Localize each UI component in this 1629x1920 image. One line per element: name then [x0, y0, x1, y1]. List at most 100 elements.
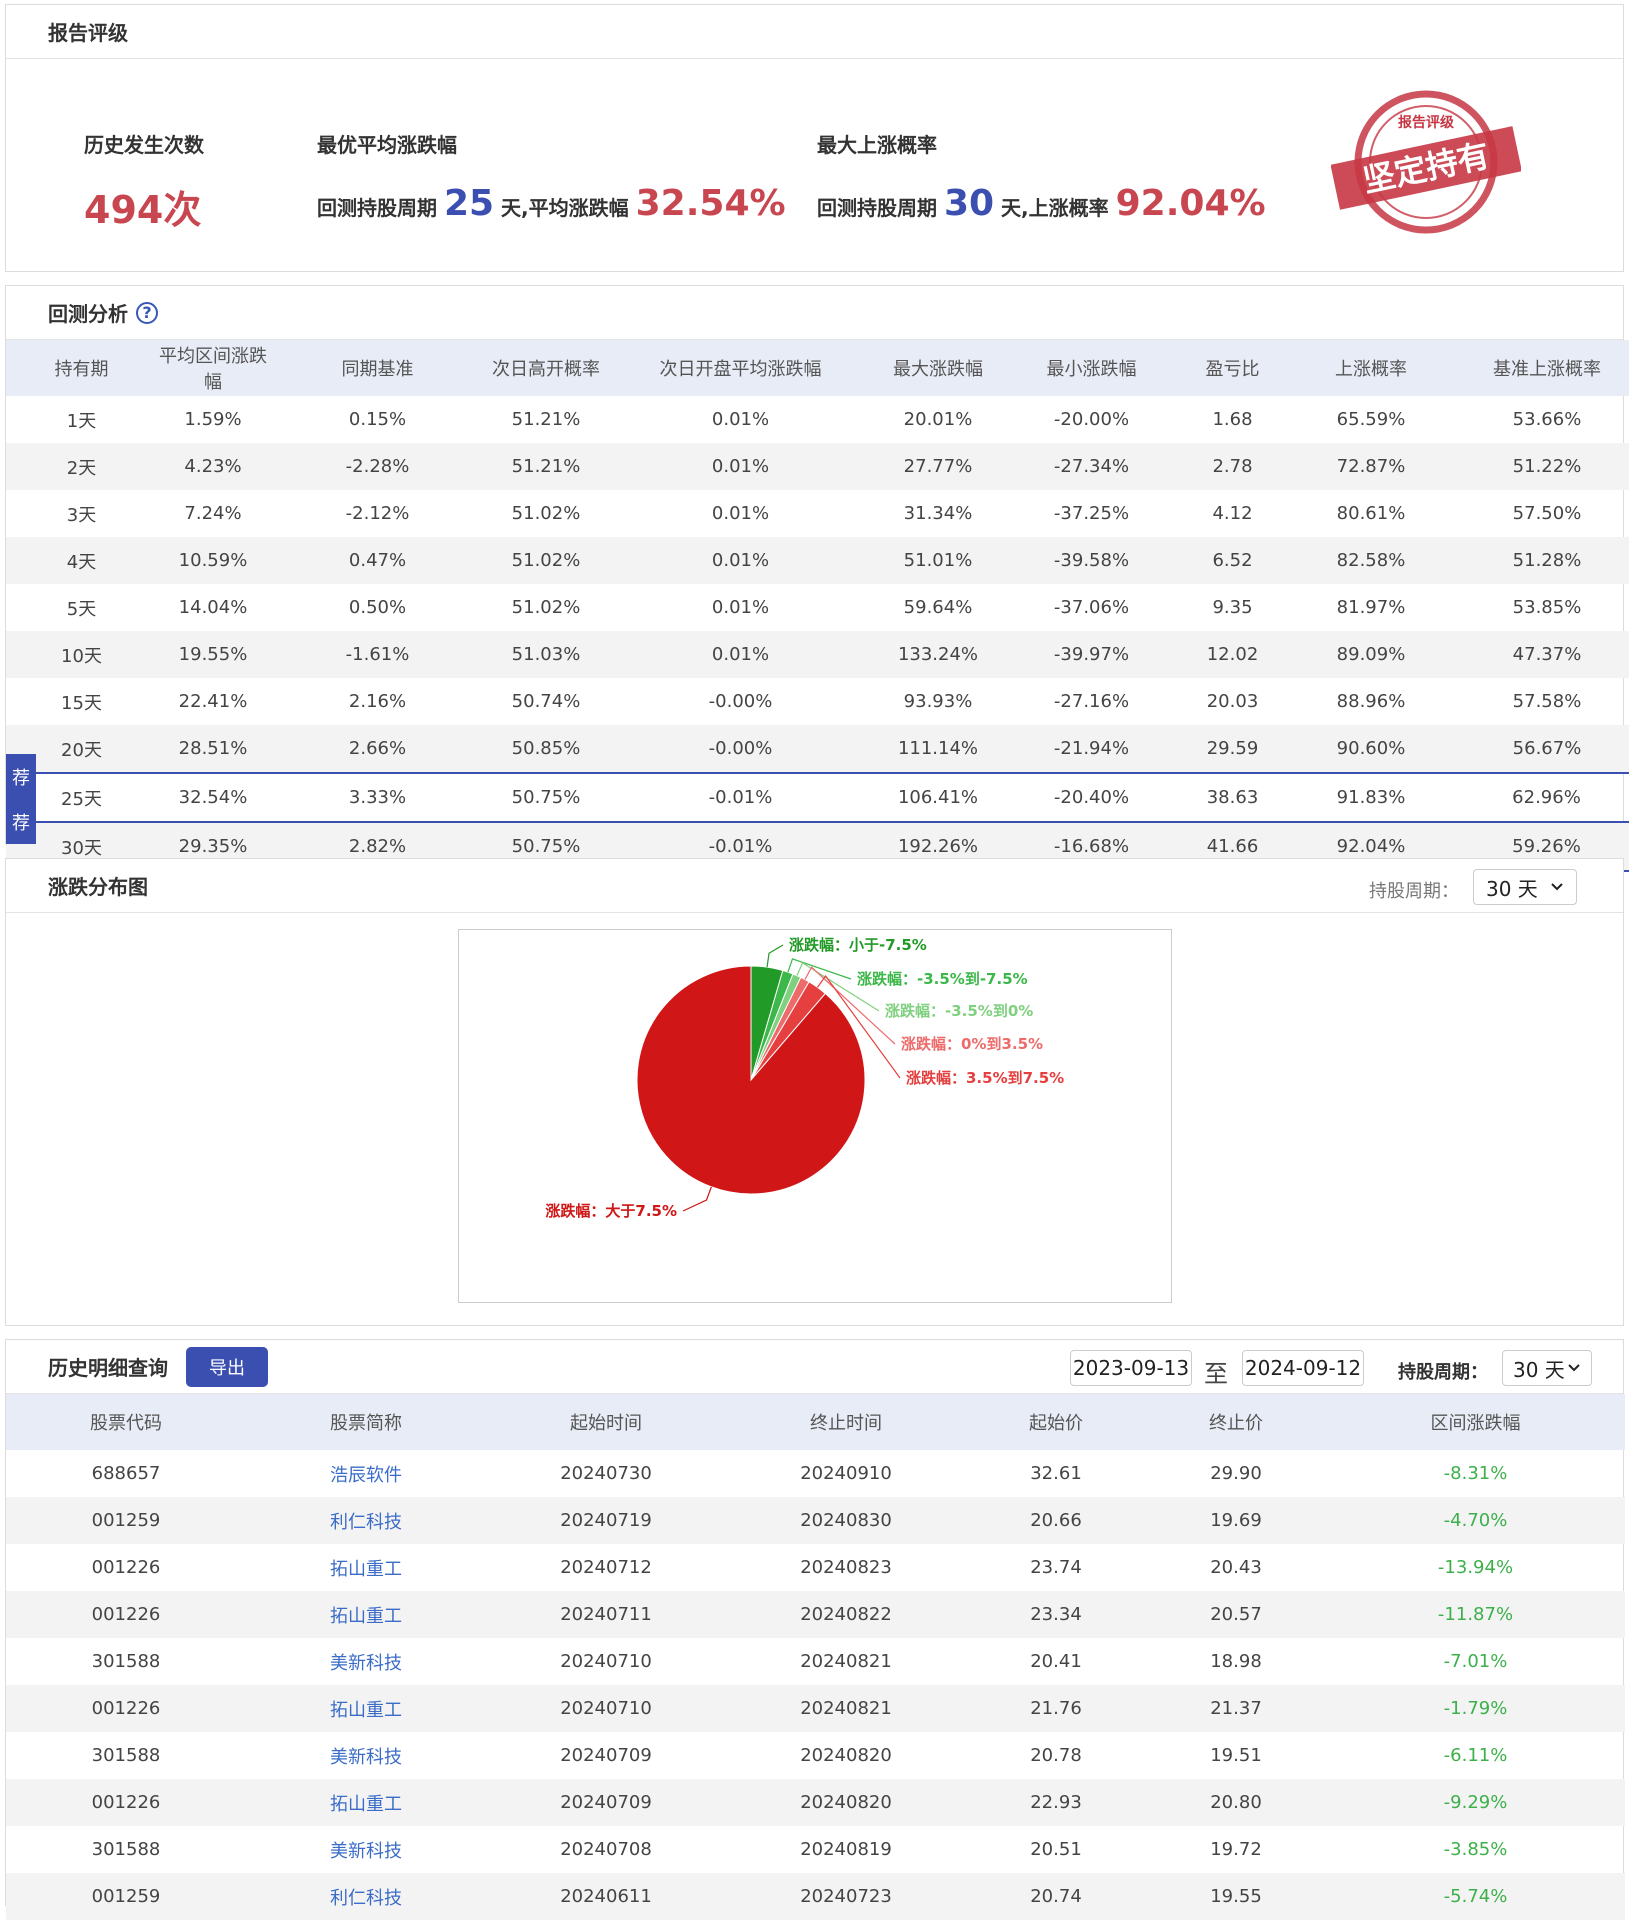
history-panel: 历史明细查询 导出 2023-09-13 至 2024-09-12 持股周期： … — [5, 1339, 1625, 1920]
backtest-row: 3天 7.24% -2.12% 51.02% 0.01% 31.34% -37.25% 4.1… — [6, 490, 1629, 537]
pie-slice-label: 涨跌幅：3.5%到7.5% — [906, 1069, 1064, 1087]
start-date-input[interactable]: 2023-09-13 — [1070, 1350, 1192, 1386]
stock-name-link[interactable]: 拓山重工 — [330, 1558, 402, 1580]
stock-name-link[interactable]: 拓山重工 — [330, 1699, 402, 1721]
history-cell: 19.55 — [1146, 1873, 1326, 1920]
history-cell: 拓山重工 — [246, 1779, 486, 1826]
backtest-cell: 2.16% — [348, 691, 407, 712]
backtest-cell: 1.68 — [1212, 409, 1253, 430]
stock-name-link[interactable]: 利仁科技 — [330, 1887, 402, 1909]
chevron-down-icon — [1568, 1364, 1580, 1372]
stock-name-link[interactable]: 利仁科技 — [330, 1511, 402, 1533]
backtest-cell: 56.67% — [1459, 725, 1629, 773]
pie-slice[interactable] — [636, 965, 866, 1195]
pie-slice-label: 涨跌幅：0%到3.5% — [901, 1035, 1043, 1053]
history-cell: 20240710 — [560, 1651, 652, 1672]
backtest-cell: 0.01% — [711, 597, 770, 618]
stock-name-link[interactable]: 浩辰软件 — [330, 1464, 402, 1486]
pie-slice-label: 涨跌幅：大于7.5% — [545, 1202, 677, 1220]
distribution-period-select[interactable]: 30 天 — [1473, 869, 1577, 905]
history-cell: 20240723 — [726, 1873, 966, 1920]
recommended-badge: 荐 — [6, 754, 36, 799]
stock-name-link[interactable]: 美新科技 — [330, 1652, 402, 1674]
end-date-input[interactable]: 2024-09-12 — [1242, 1350, 1364, 1386]
backtest-cell: 5天 — [66, 598, 97, 620]
backtest-cell: -27.16% — [1053, 691, 1130, 712]
recommended-badge: 荐 — [6, 799, 36, 844]
change-cell: -7.01% — [1443, 1651, 1508, 1672]
history-count-label: 历史发生次数 — [84, 133, 204, 157]
export-button[interactable]: 导出 — [186, 1346, 268, 1387]
history-cell: 20240820 — [726, 1779, 966, 1826]
backtest-row-recommended: 25天 32.54% 3.33% 50.75% -0.01% 106.41% -20.40%… — [6, 772, 1629, 823]
history-cell: 20240719 — [486, 1497, 726, 1544]
change-cell: -3.85% — [1443, 1839, 1508, 1860]
backtest-cell: -0.01% — [606, 772, 875, 823]
backtest-cell: 57.58% — [1512, 691, 1582, 712]
change-cell: -8.31% — [1443, 1463, 1508, 1484]
backtest-cell: 3.33% — [269, 772, 486, 823]
backtest-cell: 9.35 — [1212, 597, 1253, 618]
max-prefix: 回测持股周期 — [817, 196, 937, 220]
pie-chart-frame: 涨跌幅：小于-7.5% 涨跌幅：-3.5%到-7.5% 涨跌幅：-3.5%到0% 涨跌… — [458, 929, 1172, 1303]
history-col-header: 区间涨跌幅 — [1326, 1394, 1625, 1450]
backtest-cell: 51.02% — [486, 537, 606, 584]
history-cell: 301588 — [91, 1839, 161, 1860]
history-cell: 20.80 — [1146, 1779, 1326, 1826]
stock-name-link[interactable]: 美新科技 — [330, 1746, 402, 1768]
backtest-col-header: 平均区间涨跌幅 — [157, 340, 269, 396]
history-cell: 19.72 — [1210, 1839, 1262, 1860]
backtest-cell: 22.41% — [178, 691, 248, 712]
history-cell: 22.93 — [966, 1779, 1146, 1826]
pie-slice-label: 涨跌幅：小于-7.5% — [789, 936, 927, 954]
backtest-cell: 0.01% — [606, 537, 875, 584]
backtest-title: 回测分析 — [48, 302, 128, 326]
history-period-select[interactable]: 30 天 — [1502, 1350, 1592, 1386]
backtest-cell: 51.22% — [1459, 443, 1629, 490]
history-cell: 19.69 — [1146, 1497, 1326, 1544]
question-circle-icon[interactable]: ? — [136, 301, 158, 324]
backtest-cell: 28.51% — [157, 725, 269, 773]
backtest-cell: -2.28% — [269, 443, 486, 490]
backtest-cell: 27.77% — [875, 443, 1001, 490]
history-cell: 拓山重工 — [246, 1544, 486, 1591]
history-cell: 20240822 — [726, 1591, 966, 1638]
distribution-period-label: 持股周期： — [1369, 881, 1459, 902]
distribution-title: 涨跌分布图 — [48, 875, 148, 899]
history-cell: 拓山重工 — [246, 1685, 486, 1732]
max-prob-label: 最大上涨概率 — [817, 133, 937, 157]
change-cell: -4.70% — [1326, 1497, 1625, 1544]
backtest-col-header: 基准上涨概率 — [1459, 340, 1629, 396]
backtest-cell: 0.01% — [711, 503, 770, 524]
change-cell: -13.94% — [1437, 1557, 1514, 1578]
backtest-cell: 20天 — [6, 725, 157, 773]
history-cell: 001226 — [6, 1591, 246, 1638]
history-cell: 美新科技 — [246, 1826, 486, 1873]
history-cell: 32.61 — [1030, 1463, 1082, 1484]
history-period-value: 30 天 — [1513, 1357, 1565, 1382]
backtest-cell: 0.01% — [606, 631, 875, 678]
backtest-cell: 12.02 — [1182, 631, 1283, 678]
history-col-header: 终止时间 — [726, 1394, 966, 1450]
pie-chart: 涨跌幅：小于-7.5% 涨跌幅：-3.5%到-7.5% 涨跌幅：-3.5%到0% 涨跌… — [545, 936, 1064, 1220]
history-header: 历史明细查询 导出 2023-09-13 至 2024-09-12 持股周期： … — [6, 1340, 1623, 1394]
history-cell: 20.41 — [1030, 1651, 1082, 1672]
stock-name-link[interactable]: 美新科技 — [330, 1840, 402, 1862]
max-value: 92.04% — [1115, 183, 1266, 224]
backtest-cell: 89.09% — [1283, 631, 1459, 678]
history-cell: 20240712 — [560, 1557, 652, 1578]
stock-name-link[interactable]: 拓山重工 — [330, 1605, 402, 1627]
change-cell: -1.79% — [1326, 1685, 1625, 1732]
stock-name-link[interactable]: 拓山重工 — [330, 1793, 402, 1815]
history-cell: 20240821 — [726, 1685, 966, 1732]
history-cell: 拓山重工 — [246, 1591, 486, 1638]
backtest-row: 2天 4.23% -2.28% 51.21% 0.01% 27.77% -27.34% 2.7… — [6, 443, 1629, 490]
history-cell: 20.74 — [966, 1873, 1146, 1920]
best-mid: 天,平均涨跌幅 — [501, 196, 629, 220]
history-cell: 利仁科技 — [246, 1497, 486, 1544]
backtest-cell: 62.96% — [1459, 772, 1629, 823]
backtest-cell: 32.54% — [157, 772, 269, 823]
history-cell: 20240820 — [800, 1745, 892, 1766]
history-cell: 20240823 — [800, 1557, 892, 1578]
history-cell: 20240819 — [800, 1839, 892, 1860]
